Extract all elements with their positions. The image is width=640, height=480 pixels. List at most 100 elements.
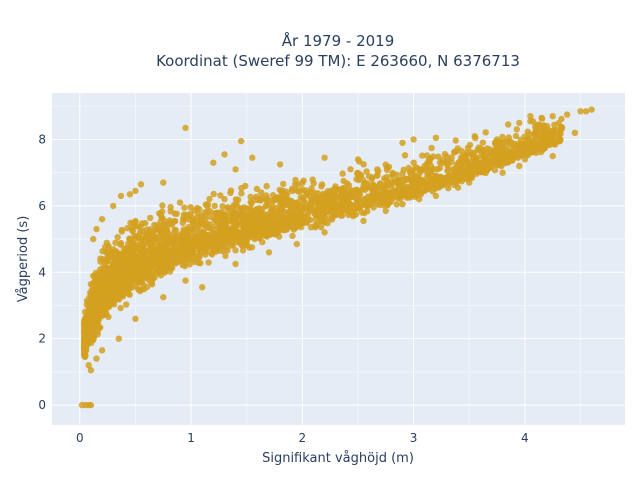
data-point <box>148 256 155 264</box>
data-point <box>409 169 416 176</box>
data-point <box>247 207 254 214</box>
data-point <box>577 108 584 115</box>
data-point <box>233 220 240 227</box>
data-point <box>272 231 279 238</box>
data-point <box>116 296 123 303</box>
data-point <box>401 188 409 195</box>
data-point <box>558 115 565 123</box>
data-point <box>419 152 426 159</box>
data-point <box>556 138 563 145</box>
data-point <box>248 244 256 251</box>
data-point <box>103 249 111 257</box>
data-point <box>400 166 407 173</box>
data-point <box>361 209 368 217</box>
data-point <box>444 167 451 175</box>
data-point <box>181 204 188 211</box>
data-point <box>124 248 131 255</box>
data-point <box>302 187 309 194</box>
data-point <box>133 283 140 290</box>
data-point <box>211 210 219 218</box>
data-point <box>321 229 328 236</box>
data-point <box>375 167 382 175</box>
data-point <box>137 278 145 285</box>
data-point <box>222 252 229 260</box>
data-point <box>253 185 261 193</box>
data-point <box>441 150 449 158</box>
data-point <box>273 225 280 233</box>
data-point <box>518 141 526 149</box>
data-point <box>502 138 510 145</box>
data-point <box>328 194 335 201</box>
data-point <box>176 199 184 206</box>
data-point <box>147 274 155 282</box>
data-point <box>356 189 363 196</box>
data-point <box>471 133 478 140</box>
data-point <box>452 137 459 144</box>
data-point <box>224 204 232 211</box>
data-point <box>94 331 101 338</box>
data-point <box>195 223 202 230</box>
data-point <box>104 254 112 262</box>
data-point <box>117 192 125 200</box>
data-point <box>93 225 100 233</box>
data-point <box>263 233 271 240</box>
data-point <box>456 159 463 167</box>
data-point <box>360 217 367 224</box>
data-point <box>157 272 165 279</box>
data-point <box>297 210 304 217</box>
x-axis-title: Signifikant våghöjd (m) <box>262 451 414 466</box>
data-point <box>136 287 144 295</box>
data-point <box>217 192 224 199</box>
data-point <box>238 205 245 212</box>
data-point <box>81 335 89 342</box>
data-point <box>180 226 187 233</box>
x-tick-label: 3 <box>410 431 418 445</box>
data-point <box>114 234 121 241</box>
data-point <box>517 136 525 143</box>
data-point <box>364 180 371 187</box>
data-point <box>158 235 165 242</box>
data-point <box>201 216 209 224</box>
data-point <box>423 160 431 168</box>
data-point <box>352 211 360 218</box>
data-point <box>491 158 499 166</box>
data-point <box>212 222 219 229</box>
data-point <box>551 121 558 129</box>
data-point <box>121 279 128 286</box>
data-point <box>85 362 92 369</box>
data-point <box>187 204 194 211</box>
data-point <box>259 206 266 213</box>
data-point <box>87 367 95 374</box>
data-point <box>454 184 462 191</box>
data-point <box>124 286 131 293</box>
data-point <box>83 301 91 308</box>
data-point <box>442 175 449 182</box>
data-point <box>245 220 252 228</box>
data-point <box>383 176 390 183</box>
data-points <box>78 106 595 409</box>
data-point <box>232 247 239 254</box>
data-point <box>314 221 321 229</box>
data-point <box>383 166 391 174</box>
data-point <box>163 239 170 246</box>
data-point <box>462 151 469 159</box>
data-point <box>365 173 373 180</box>
data-point <box>98 216 106 223</box>
data-point <box>209 230 217 237</box>
data-point <box>433 174 440 181</box>
data-point <box>201 209 208 216</box>
data-point <box>356 172 363 179</box>
data-point <box>352 195 360 202</box>
data-point <box>147 263 154 270</box>
data-point <box>98 347 106 354</box>
data-point <box>137 181 145 188</box>
data-point <box>237 137 245 145</box>
data-point <box>82 340 89 347</box>
data-point <box>134 223 141 230</box>
data-point <box>434 179 442 186</box>
data-point <box>132 246 140 253</box>
data-point <box>118 263 126 270</box>
data-point <box>339 193 347 201</box>
data-point <box>482 129 489 136</box>
data-point <box>219 247 226 255</box>
